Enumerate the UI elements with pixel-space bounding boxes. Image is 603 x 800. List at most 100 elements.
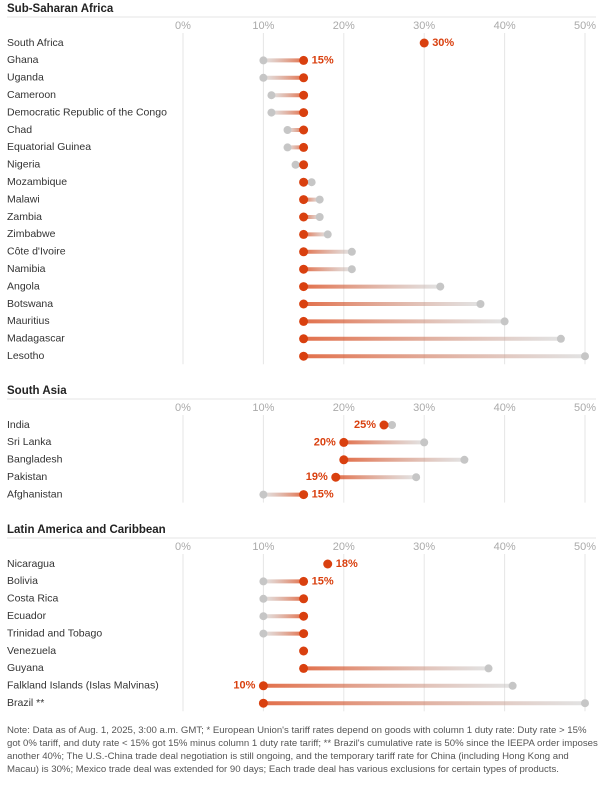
new-rate-dot	[258, 698, 268, 708]
value-label: 15%	[312, 575, 334, 587]
new-rate-dot	[299, 576, 309, 586]
category-label: Côte d'Ivoire	[7, 246, 66, 258]
category-label: Namibia	[7, 263, 46, 275]
value-label: 19%	[306, 471, 328, 483]
new-rate-dot	[258, 681, 268, 691]
x-tick-label: 20%	[333, 402, 355, 414]
category-label: Malawi	[7, 193, 40, 205]
panel-title: Latin America and Caribbean	[7, 524, 166, 536]
x-tick-label: 30%	[413, 20, 435, 32]
new-rate-dot	[299, 90, 309, 100]
previous-rate-dot	[259, 612, 268, 621]
previous-rate-dot	[412, 473, 421, 482]
category-label: Mauritius	[7, 315, 50, 327]
category-label: Nicaragua	[7, 558, 55, 570]
category-label: Botswana	[7, 298, 53, 310]
value-label: 15%	[312, 489, 334, 501]
new-rate-dot	[299, 177, 309, 187]
previous-rate-dot	[259, 594, 268, 603]
previous-rate-dot	[347, 265, 356, 274]
x-tick-label: 50%	[574, 541, 596, 553]
previous-rate-dot	[315, 213, 324, 221]
x-tick-label: 10%	[252, 20, 274, 32]
new-rate-dot	[379, 420, 389, 430]
category-label: Equatorial Guinea	[7, 141, 91, 153]
new-rate-dot	[299, 195, 309, 205]
new-rate-dot	[299, 629, 309, 639]
previous-rate-dot	[508, 681, 517, 690]
new-rate-dot	[299, 73, 309, 83]
x-tick-label: 0%	[175, 402, 191, 414]
category-label: Lesotho	[7, 350, 45, 362]
previous-rate-dot	[291, 160, 300, 169]
previous-rate-dot	[460, 455, 469, 464]
new-rate-dot	[299, 299, 309, 309]
new-rate-dot	[299, 55, 309, 65]
new-rate-dot	[299, 646, 309, 656]
new-rate-dot	[299, 334, 309, 344]
new-rate-dot	[299, 351, 309, 361]
new-rate-dot	[299, 160, 309, 170]
x-tick-label: 30%	[413, 541, 435, 553]
value-label: 10%	[233, 680, 255, 692]
category-label: Chad	[7, 124, 32, 136]
value-label: 25%	[354, 419, 376, 431]
previous-rate-dot	[484, 664, 493, 673]
new-rate-dot	[299, 490, 309, 500]
new-rate-dot	[299, 125, 309, 135]
category-label: Ghana	[7, 54, 39, 66]
previous-rate-dot	[581, 699, 589, 708]
panel-title: Sub-Saharan Africa	[7, 3, 114, 15]
x-tick-label: 50%	[574, 402, 596, 414]
previous-rate-dot	[347, 247, 356, 256]
previous-rate-dot	[259, 577, 268, 586]
new-rate-dot	[419, 38, 429, 48]
previous-rate-dot	[267, 91, 276, 100]
previous-rate-dot	[436, 282, 445, 291]
previous-rate-dot	[323, 230, 332, 239]
value-label: 15%	[312, 54, 334, 66]
category-label: Afghanistan	[7, 488, 63, 500]
category-label: Angola	[7, 280, 40, 292]
category-label: Guyana	[7, 662, 44, 674]
x-tick-label: 20%	[333, 20, 355, 32]
x-tick-label: 0%	[175, 541, 191, 553]
x-tick-label: 20%	[333, 541, 355, 553]
previous-rate-dot	[259, 56, 268, 65]
category-label: Bangladesh	[7, 454, 63, 466]
previous-rate-dot	[476, 300, 485, 308]
new-rate-dot	[339, 437, 349, 447]
previous-rate-dot	[420, 438, 429, 447]
category-label: Zambia	[7, 211, 42, 223]
category-label: Sri Lanka	[7, 436, 52, 448]
note: Note: Data as of Aug. 1, 2025, 3:00 a.m.…	[7, 725, 598, 775]
x-tick-label: 10%	[252, 402, 274, 414]
previous-rate-dot	[259, 629, 268, 638]
x-tick-label: 0%	[175, 20, 191, 32]
previous-rate-dot	[388, 421, 397, 429]
category-label: Cameroon	[7, 89, 56, 101]
category-label: Democratic Republic of the Congo	[7, 106, 167, 118]
new-rate-dot	[331, 472, 341, 482]
x-tick-label: 40%	[494, 20, 516, 32]
x-tick-label: 10%	[252, 541, 274, 553]
new-rate-dot	[339, 455, 349, 465]
category-label: Mozambique	[7, 176, 67, 188]
category-label: Zimbabwe	[7, 228, 56, 240]
category-label: Costa Rica	[7, 593, 59, 605]
previous-rate-dot	[556, 334, 565, 343]
previous-rate-dot	[283, 143, 292, 152]
new-rate-dot	[323, 559, 333, 569]
value-label: 30%	[432, 37, 454, 49]
panel-title: South Asia	[7, 385, 67, 397]
new-rate-dot	[299, 282, 309, 292]
x-tick-label: 30%	[413, 402, 435, 414]
category-label: Falkland Islands (Islas Malvinas)	[7, 680, 159, 692]
x-tick-label: 40%	[494, 541, 516, 553]
category-label: Bolivia	[7, 575, 38, 587]
category-label: Uganda	[7, 72, 44, 84]
previous-rate-dot	[283, 126, 292, 134]
x-tick-label: 50%	[574, 20, 596, 32]
category-label: Trinidad and Tobago	[7, 627, 102, 639]
